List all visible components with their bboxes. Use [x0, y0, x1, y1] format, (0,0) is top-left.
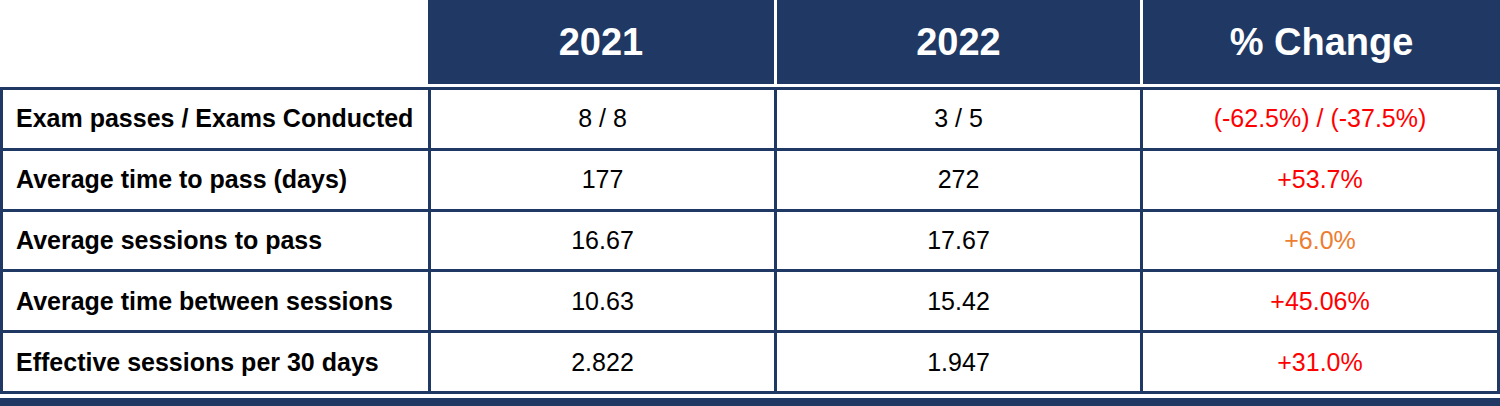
column-header-pct-change: % Change: [1140, 0, 1500, 84]
value-2021: 8 / 8: [431, 90, 774, 148]
column-header-2021: 2021: [428, 0, 774, 84]
header-cells: 2021 2022 % Change: [428, 0, 1500, 87]
table-body: Exam passes / Exams Conducted 8 / 8 3 / …: [0, 87, 1500, 394]
row-label: Exam passes / Exams Conducted: [3, 90, 428, 148]
value-2022: 272: [777, 151, 1140, 209]
comparison-table: 2021 2022 % Change Exam passes / Exams C…: [0, 0, 1500, 406]
value-2022: 1.947: [777, 333, 1140, 391]
corner-empty-cell: [0, 0, 428, 87]
value-2021: 10.63: [431, 272, 774, 330]
change-value: +31.0%: [1143, 333, 1497, 391]
change-value: +45.06%: [1143, 272, 1497, 330]
row-label: Average time between sessions: [3, 272, 428, 330]
row-label: Average sessions to pass: [3, 212, 428, 270]
value-2021: 177: [431, 151, 774, 209]
column-header-2022: 2022: [774, 0, 1140, 84]
value-2022: 15.42: [777, 272, 1140, 330]
change-value: +6.0%: [1143, 212, 1497, 270]
value-2021: 2.822: [431, 333, 774, 391]
bottom-accent-bar: [0, 398, 1500, 406]
value-2021: 16.67: [431, 212, 774, 270]
change-value: (-62.5%) / (-37.5%): [1143, 90, 1497, 148]
row-label: Effective sessions per 30 days: [3, 333, 428, 391]
row-label: Average time to pass (days): [3, 151, 428, 209]
change-value: +53.7%: [1143, 151, 1497, 209]
table-header-row: 2021 2022 % Change: [0, 0, 1500, 87]
value-2022: 3 / 5: [777, 90, 1140, 148]
value-2022: 17.67: [777, 212, 1140, 270]
